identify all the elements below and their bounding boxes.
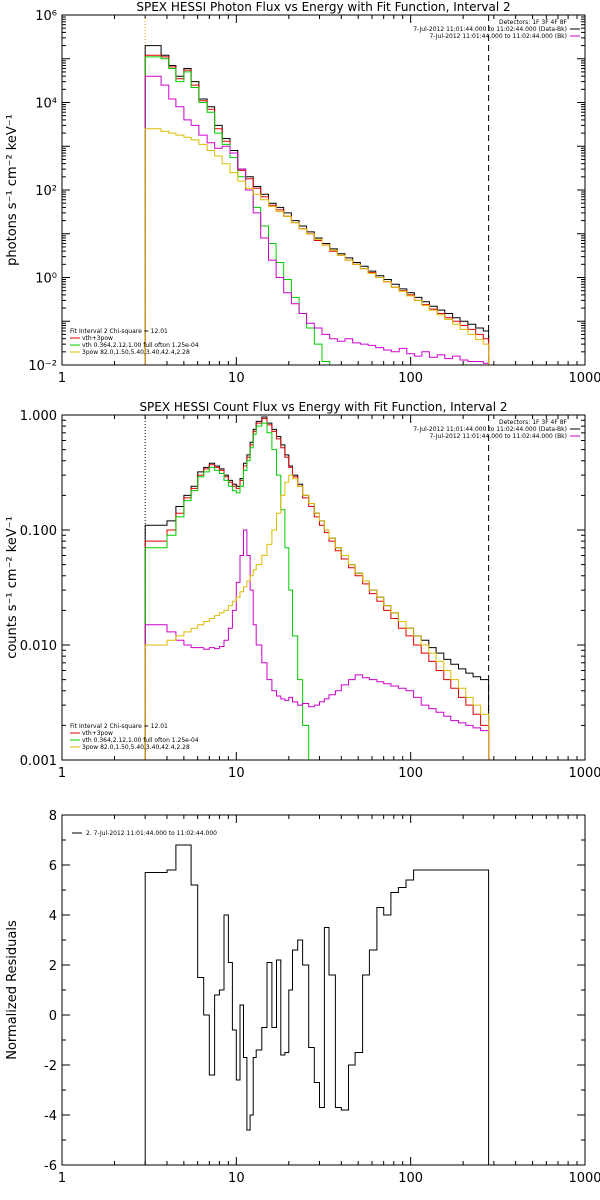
legend-top-text-1: 7-Jul-2012 11:01:44.000 to 11:02:44.000 …	[413, 426, 567, 433]
y-tick-label-0: 10⁻²	[28, 359, 57, 374]
y-axis-label-0: photons s⁻¹ cm⁻² keV⁻¹	[5, 114, 20, 266]
legend-bottom-text-1: vth+3pow	[82, 730, 113, 737]
legend-bottom-text-1: 3pow 82.0,1.50,5.40,3.40,42.4,2.28	[82, 744, 190, 751]
x-tick-label-2: 10	[228, 1171, 245, 1186]
y-tick-label-0: 10⁶	[35, 9, 57, 24]
x-tick-label-1: 1	[58, 766, 66, 781]
x-tick-label-2: 100	[398, 1171, 423, 1186]
y-tick-label-0: 10²	[35, 184, 57, 199]
y-tick-label-0: 10⁰	[35, 272, 57, 287]
plot-frame-1	[61, 414, 586, 761]
y-tick-label-1: 1.000	[20, 409, 57, 424]
legend-bottom-text-1: vth 0.364,2.12,1.00 full ofton 1.25e-04	[82, 737, 199, 744]
x-tick-label-0: 1000	[568, 371, 600, 386]
series-line-1-3	[144, 529, 490, 760]
x-tick-label-2: 1	[58, 1171, 66, 1186]
chart-title-0: SPEX HESSI Photon Flux vs Energy with Fi…	[136, 0, 510, 14]
series-line-1-2	[144, 422, 315, 760]
x-tick-label-0: 10	[228, 371, 245, 386]
y-tick-label-2: -2	[44, 1059, 57, 1074]
y-tick-label-1: 0.001	[20, 754, 57, 769]
series-line-0-0	[144, 45, 490, 365]
series-line-0-3	[144, 75, 490, 365]
y-tick-label-2: 4	[49, 909, 57, 924]
legend-bottom-text-0: 3pow 82.0,1.50,5.40,3.40,42.4,2.28	[82, 349, 190, 356]
y-tick-label-0: 10⁴	[35, 97, 57, 112]
legend-top-text-0: 7-Jul-2012 11:01:44.000 to 11:02:44.000 …	[429, 33, 567, 40]
legend-top-text-0: 7-Jul-2012 11:01:44.000 to 11:02:44.000 …	[413, 26, 567, 33]
series-line-2-0	[144, 844, 490, 1165]
series-line-0-4	[144, 128, 490, 365]
series-line-0-2	[144, 56, 331, 365]
x-tick-label-0: 100	[398, 371, 423, 386]
series-line-1-1	[144, 418, 490, 760]
y-tick-label-2: -4	[44, 1109, 57, 1124]
y-tick-label-1: 0.100	[20, 524, 57, 539]
legend-bottom-text-0: vth 0.364,2.12,1.00 full ofton 1.25e-04	[82, 342, 199, 349]
y-tick-label-2: 6	[49, 859, 57, 874]
plot-frame-0	[61, 14, 586, 366]
legend-bottom-header-0: Fit Interval 2 Chi-square = 12.01	[70, 328, 168, 335]
legend-bottom-text-0: vth+3pow	[82, 335, 113, 342]
y-tick-label-2: 0	[49, 1009, 57, 1024]
legend-top-text-2: 2. 7-Jul-2012 11:01:44.000 to 11:02:44.0…	[86, 830, 217, 837]
series-line-1-4	[144, 474, 490, 760]
x-tick-label-2: 1000	[568, 1171, 600, 1186]
legend-bottom-header-1: Fit Interval 2 Chi-square = 12.01	[70, 723, 168, 730]
y-tick-label-2: 8	[49, 809, 57, 824]
legend-top-text-1: 7-Jul-2012 11:01:44.000 to 11:02:44.000 …	[429, 433, 567, 440]
y-tick-label-2: -6	[44, 1159, 57, 1174]
y-tick-label-2: 2	[49, 959, 57, 974]
x-tick-label-1: 100	[398, 766, 423, 781]
y-tick-label-1: 0.010	[20, 639, 57, 654]
plot-frame-2	[61, 814, 586, 1166]
x-tick-label-0: 1	[58, 371, 66, 386]
x-tick-label-1: 1000	[568, 766, 600, 781]
chart-title-1: SPEX HESSI Count Flux vs Energy with Fit…	[139, 400, 507, 414]
y-axis-label-1: counts s⁻¹ cm⁻² keV⁻¹	[5, 516, 20, 659]
legend-top-text-0: Detectors: 1F 3F 4F 8F	[499, 19, 568, 26]
y-axis-label-2: Normalized Residuals	[5, 920, 20, 1060]
series-line-0-1	[144, 54, 490, 365]
legend-top-text-1: Detectors: 1F 3F 4F 8F	[499, 419, 568, 426]
x-tick-label-1: 10	[228, 766, 245, 781]
